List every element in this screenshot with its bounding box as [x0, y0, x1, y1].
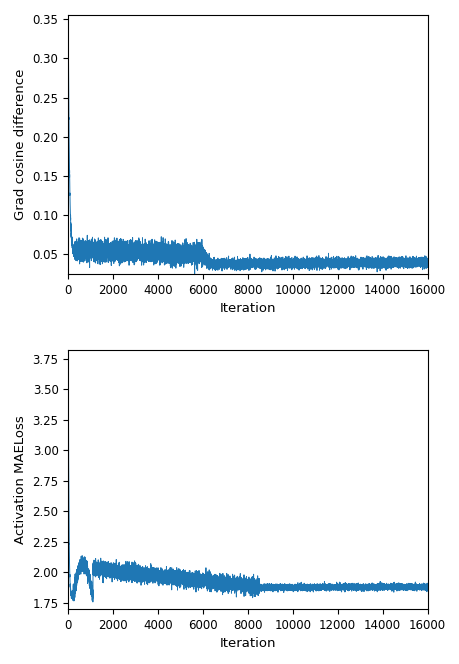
Y-axis label: Grad cosine difference: Grad cosine difference [14, 69, 27, 220]
Y-axis label: Activation MAELoss: Activation MAELoss [14, 415, 27, 544]
X-axis label: Iteration: Iteration [219, 302, 275, 315]
X-axis label: Iteration: Iteration [219, 637, 275, 650]
